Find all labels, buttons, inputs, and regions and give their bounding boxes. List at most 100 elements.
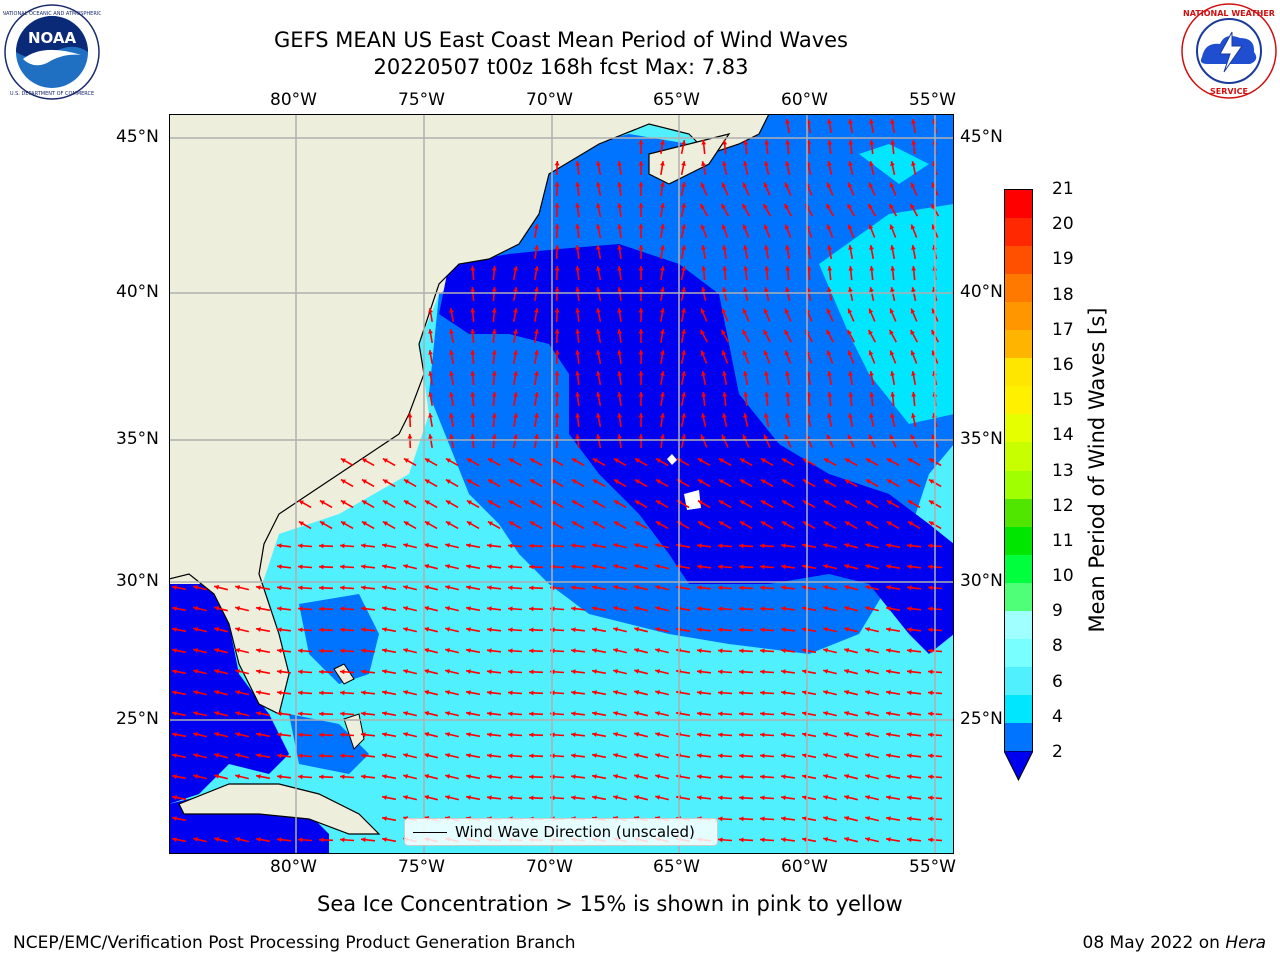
wave-arrow-head [885, 689, 891, 695]
colorbar-tick-2: 2 [1052, 742, 1063, 762]
wave-arrow-head [381, 689, 387, 695]
wave-arrow-head [721, 224, 726, 229]
wave-arrow-head [403, 458, 409, 463]
wave-arrow-head [465, 647, 471, 653]
wave-arrow-head [591, 542, 597, 548]
wave-arrow-head [654, 605, 660, 611]
wave-arrow-head [742, 203, 747, 209]
wave-arrow-head [781, 479, 787, 484]
wave-arrow-head [784, 434, 789, 440]
wave-arrow-head [255, 689, 261, 695]
wave-arrow-head [634, 458, 640, 463]
wave-arrow-head [592, 458, 598, 463]
wave-arrow-head [276, 584, 282, 590]
wave-arrow-head [927, 794, 933, 800]
wave-arrow-head [297, 689, 303, 695]
wave-arrow-head [360, 752, 366, 758]
wave-arrow-head [633, 710, 639, 716]
wave-arrow-head [234, 626, 240, 632]
wave-arrow-head [512, 349, 518, 355]
wave-arrow-head [507, 626, 513, 632]
wave-arrow-head [533, 223, 539, 229]
wave-arrow-head [927, 815, 933, 821]
wave-arrow-head [297, 542, 303, 548]
wave-arrow-head [822, 773, 828, 779]
wave-arrow-head [721, 182, 726, 188]
wave-arrow-head [533, 265, 539, 271]
wave-arrow-head [554, 349, 559, 354]
wave-arrow-head [885, 752, 891, 758]
wave-arrow-head [424, 479, 430, 484]
wave-arrow-head [444, 668, 450, 674]
wave-arrow-head [616, 160, 622, 166]
wave-arrow-head [491, 307, 497, 313]
wave-arrow-head [864, 605, 870, 611]
wave-arrow-head [680, 181, 686, 187]
wave-arrow-head [784, 265, 790, 271]
lat-label-left-30n: 30°N [116, 571, 159, 591]
wave-arrow-head [826, 391, 832, 397]
wave-arrow-head [529, 479, 535, 484]
wave-arrow-head [696, 584, 702, 590]
wave-arrow-head [910, 203, 915, 209]
wave-arrow-head [868, 203, 873, 209]
wave-arrow-head [843, 773, 849, 779]
wave-arrow-head [889, 182, 894, 188]
colorbar-segment [1005, 498, 1032, 528]
wave-arrow-head [424, 500, 430, 505]
wave-arrow-head [381, 647, 387, 653]
wave-arrow-head [847, 244, 853, 250]
wave-arrow-head [276, 773, 282, 779]
wave-arrow-head [654, 626, 660, 632]
wave-arrow-head [865, 521, 871, 526]
wave-arrow-head [255, 647, 261, 653]
wave-arrow-head [742, 160, 748, 166]
wave-arrow-head [469, 412, 475, 418]
wave-arrow-head [574, 244, 580, 250]
wave-arrow-head [717, 836, 723, 842]
wave-arrow-head [424, 458, 430, 463]
wave-arrow-head [801, 752, 807, 758]
wave-arrow-head [696, 689, 702, 695]
wave-arrow-head [427, 328, 433, 334]
wave-arrow-head [192, 584, 198, 590]
wave-arrow-head [570, 773, 576, 779]
wave-arrow-head [638, 244, 643, 249]
wave-arrow-head [843, 752, 849, 758]
wave-arrow-head [213, 605, 219, 611]
wave-arrow-head [340, 458, 346, 463]
wave-arrow-head [906, 542, 912, 548]
wave-arrow-head [591, 710, 597, 716]
wave-arrow-head [465, 731, 471, 737]
wave-arrow-head [486, 773, 492, 779]
wave-arrow-head [512, 391, 518, 397]
wave-arrow-head [633, 542, 639, 548]
wave-arrow-head [612, 731, 618, 737]
wave-arrow-head [742, 370, 748, 376]
wave-arrow-head [847, 182, 852, 188]
bermuda-patch-small [666, 453, 677, 465]
wave-arrow-head [742, 139, 748, 145]
wave-arrow-head [801, 626, 807, 632]
wave-arrow-head [906, 563, 912, 569]
wave-arrow-head [318, 732, 323, 737]
wave-arrow-head [738, 795, 743, 800]
wave-arrow-head [554, 433, 559, 438]
wave-arrow-head [528, 585, 533, 590]
wave-arrow-head [801, 563, 807, 569]
wave-arrow-head [822, 668, 828, 674]
wave-arrow-head [738, 564, 743, 569]
wave-arrow-head [885, 605, 891, 611]
wave-arrow-head [843, 794, 849, 800]
wave-arrow-head [592, 479, 598, 484]
wave-arrow-head [616, 433, 622, 439]
wave-arrow-head [554, 307, 559, 312]
wave-arrow-head [633, 668, 639, 674]
wave-arrow-head [255, 836, 261, 842]
wave-arrow-head [847, 329, 852, 335]
wave-arrow-head [444, 710, 450, 716]
wave-arrow-head [339, 563, 345, 569]
wave-arrow-head [885, 836, 891, 842]
wave-arrow-head [612, 584, 618, 590]
wave-arrow-head [318, 543, 323, 548]
